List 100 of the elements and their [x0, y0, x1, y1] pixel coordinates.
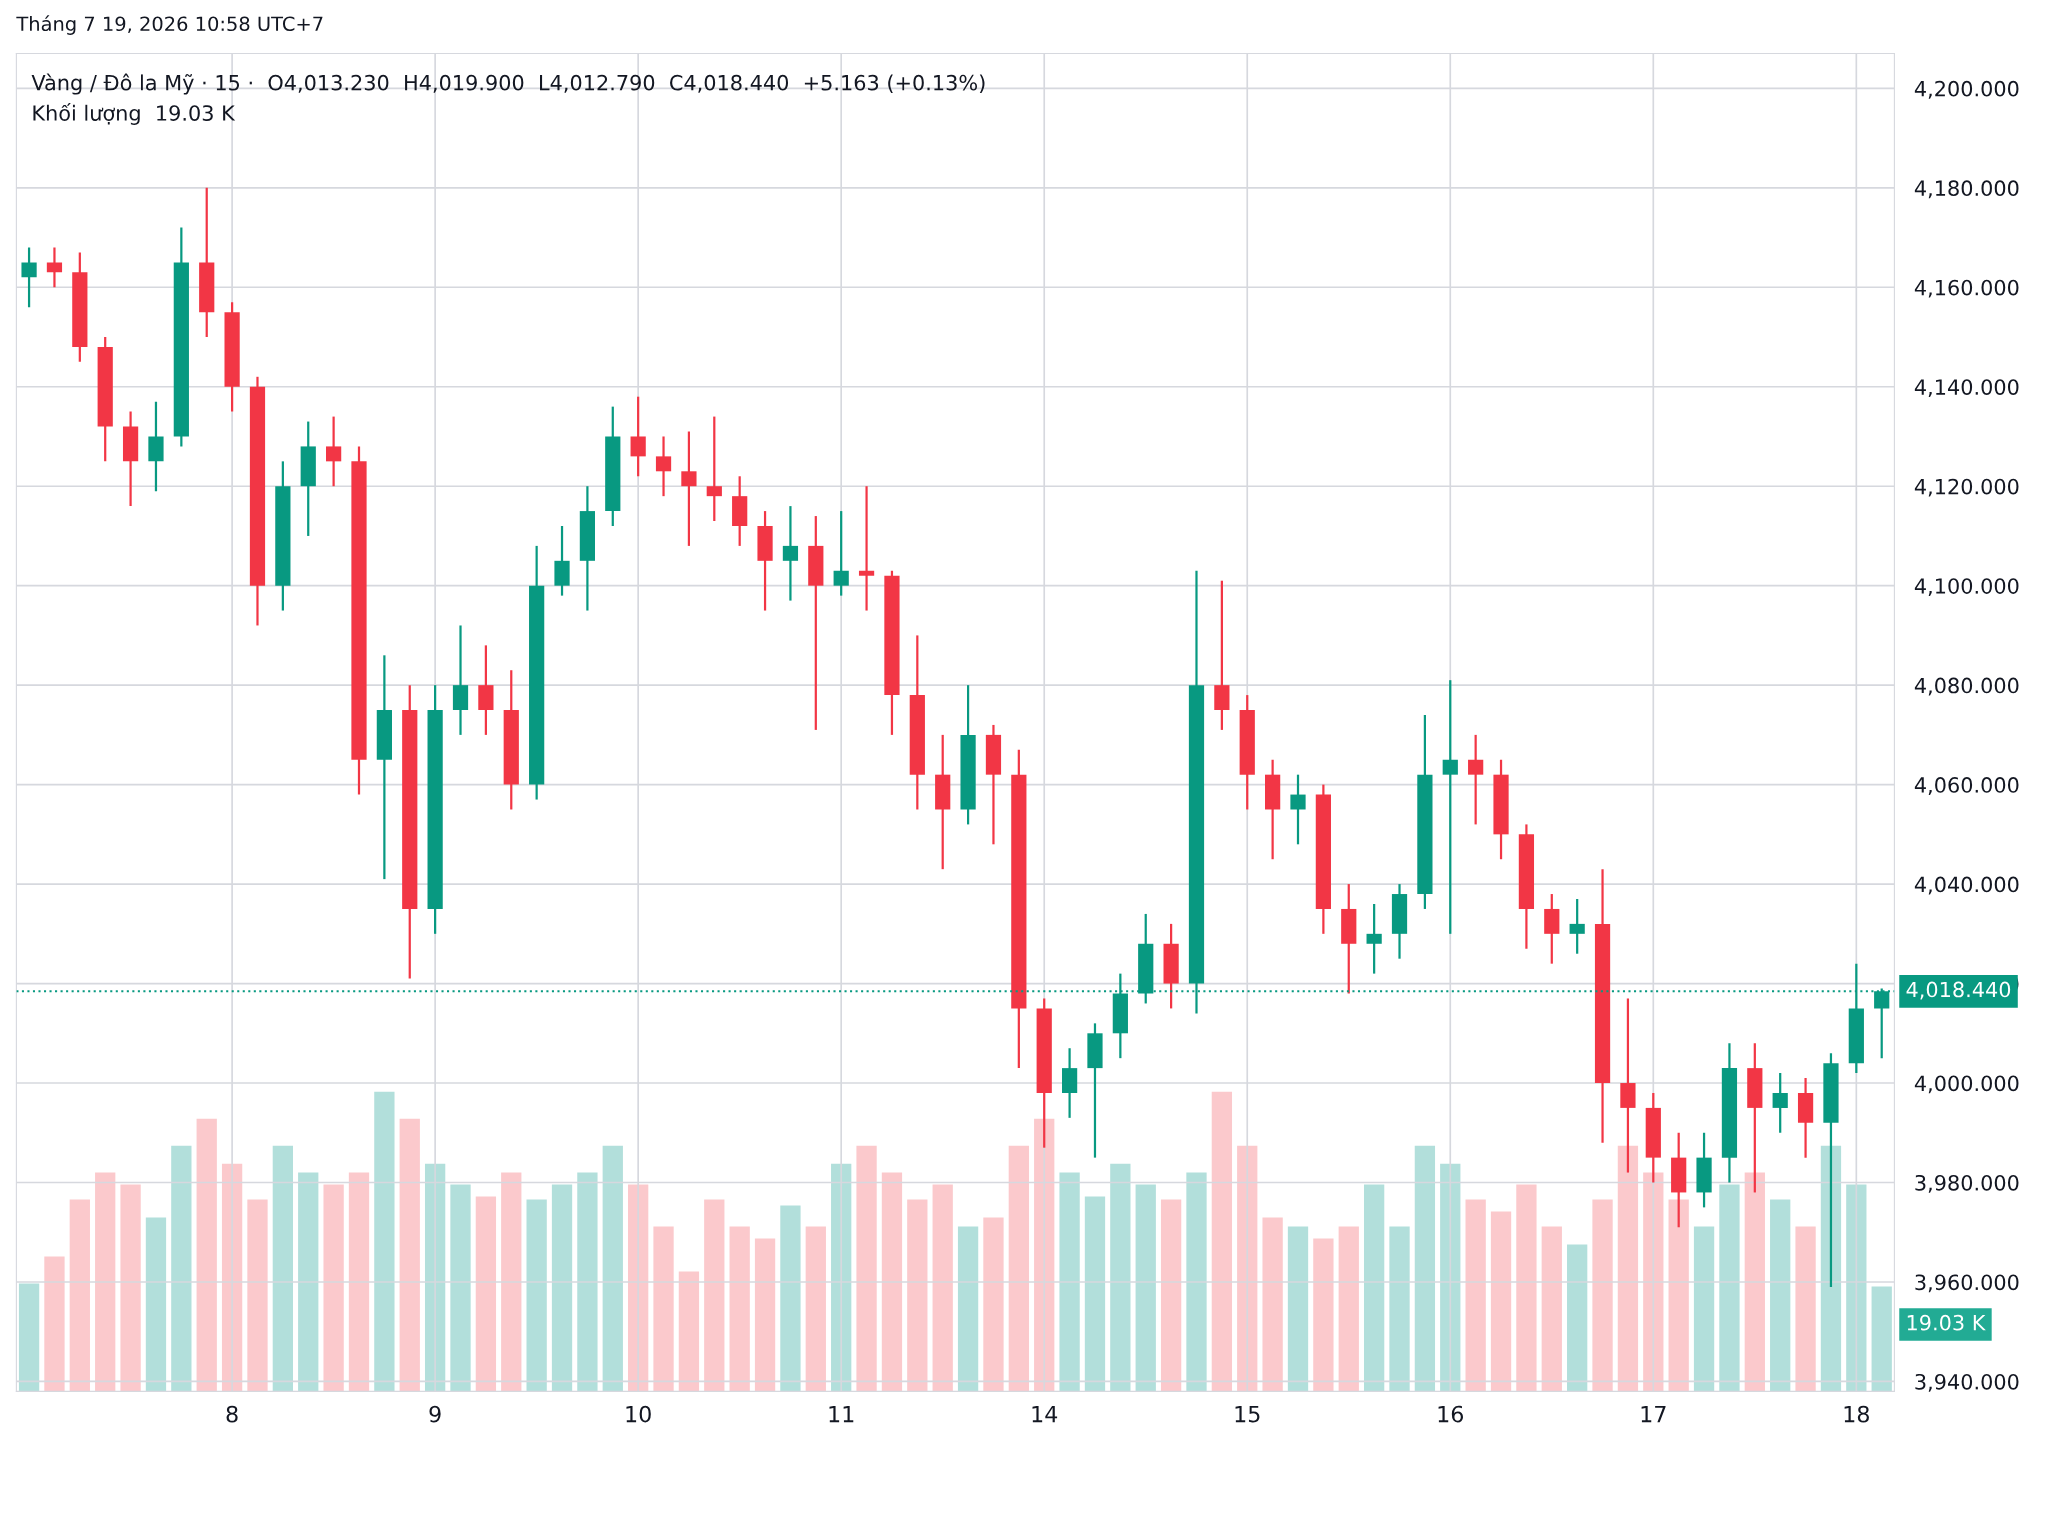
candlestick: [1290, 773, 1306, 846]
bar: [729, 1226, 750, 1392]
bar: [1211, 1091, 1233, 1392]
bar: [298, 1172, 319, 1392]
bar: [196, 1118, 217, 1392]
bar: [957, 1226, 979, 1392]
bar: [1110, 1163, 1131, 1392]
bar: [1516, 1184, 1537, 1392]
text: Tháng 7 19, 2026 10:58 UTC+7: [16, 15, 323, 35]
bar: [577, 1172, 598, 1392]
bar: [856, 1145, 877, 1392]
bar: [1617, 1145, 1639, 1392]
candlestick: [681, 430, 697, 547]
x-tick-label: 17: [1641, 1405, 1666, 1423]
bar: [1389, 1226, 1410, 1392]
bar: [1338, 1226, 1359, 1392]
bar: [374, 1091, 395, 1392]
bar: [1693, 1226, 1715, 1392]
y-tick-label: 3,940.000: [1915, 1373, 2019, 1392]
annotation: Vàng / Đô la Mỹ · 15 · O4,013.230 H4,019.900 L4,012.790 C4,018.440 +5.163 (+0.13%): [31, 73, 985, 95]
bar: [1719, 1184, 1740, 1392]
bar: [1135, 1184, 1156, 1392]
candlestick: [1772, 1071, 1788, 1134]
bar: [247, 1199, 268, 1392]
bar: [323, 1184, 344, 1392]
bar: [1008, 1145, 1029, 1392]
bar: [704, 1199, 725, 1392]
candlestick: [655, 435, 672, 498]
x-tick-label: 9: [429, 1405, 441, 1423]
y-tick-label: 4,080.000: [1914, 677, 2019, 696]
bar: [1795, 1226, 1816, 1392]
bar: [932, 1184, 953, 1392]
bar: [1287, 1226, 1309, 1392]
bar: [120, 1184, 141, 1392]
bar: [1059, 1172, 1080, 1392]
candlestick: [833, 509, 849, 597]
bar: [1871, 1286, 1892, 1392]
bar: [983, 1217, 1004, 1392]
bar: [754, 1238, 776, 1392]
y-tick-label: 4,100.000: [1914, 578, 2019, 597]
bar: [1541, 1226, 1562, 1392]
candlestick: [782, 504, 799, 602]
x-tick-label: 18: [1844, 1405, 1869, 1423]
y-tick-label: 4,120.000: [1914, 478, 2019, 497]
y-tick-label: 4,060.000: [1914, 777, 2019, 795]
bar: [805, 1226, 826, 1392]
y-tick-label: 4,160.000: [1914, 279, 2019, 298]
bar: [1186, 1172, 1207, 1392]
y-tick-label: 4,040.000: [1914, 876, 2019, 895]
bar: [1820, 1145, 1842, 1392]
x-tick-label: 8: [226, 1405, 238, 1423]
candlestick: [706, 415, 722, 523]
bar: [450, 1184, 471, 1392]
y-tick-label: 3,980.000: [1915, 1174, 2019, 1193]
bar: [1084, 1196, 1106, 1392]
bar: [1592, 1199, 1613, 1392]
x-tick-label: 15: [1235, 1405, 1260, 1423]
bar: [551, 1184, 573, 1392]
bar: [653, 1226, 674, 1392]
bar: [501, 1172, 522, 1392]
bar: [399, 1118, 420, 1392]
x-tick-label: 14: [1032, 1405, 1058, 1423]
candlestick: [326, 415, 342, 488]
bar: [145, 1217, 167, 1392]
bar: [18, 1283, 40, 1392]
bar: [1490, 1211, 1512, 1392]
candlestick: [858, 485, 875, 612]
bar: [1567, 1244, 1588, 1392]
bar: [1770, 1199, 1791, 1392]
y-tick-label: 4,000.000: [1914, 1075, 2019, 1094]
candlestick: [630, 395, 646, 478]
candlestick: [1442, 679, 1458, 935]
bar: [678, 1271, 700, 1392]
bar: [602, 1145, 623, 1392]
candlestick: [1569, 897, 1585, 955]
bar: [1160, 1199, 1182, 1392]
bar: [1744, 1172, 1765, 1392]
x-tick-label: 11: [829, 1405, 854, 1423]
bar: [475, 1196, 497, 1392]
annotation: Khối lượng 19.03 K: [33, 103, 236, 125]
candlestick: [1366, 902, 1382, 975]
y-tick-label: 4,140.000: [1914, 379, 2019, 398]
y-tick-label: 4,200.000: [1914, 80, 2019, 99]
y-tick-label: 3,960.000: [1915, 1274, 2019, 1293]
text: 19.03 K: [1907, 1314, 1986, 1331]
candlestick: [21, 246, 37, 309]
bar: [348, 1172, 370, 1392]
bar: [1363, 1184, 1385, 1392]
y-tick-label: 4,180.000: [1914, 180, 2019, 199]
ref-line-label: 4,018.440: [1906, 981, 2011, 1000]
bar: [171, 1145, 192, 1392]
bar: [44, 1256, 65, 1392]
x-tick-label: 16: [1438, 1405, 1464, 1423]
bar: [881, 1172, 903, 1392]
bar: [780, 1205, 801, 1392]
bar: [272, 1145, 294, 1392]
bar: [907, 1199, 928, 1392]
bar: [1465, 1199, 1486, 1392]
bar: [1313, 1238, 1334, 1392]
x-tick-label: 10: [626, 1405, 651, 1423]
